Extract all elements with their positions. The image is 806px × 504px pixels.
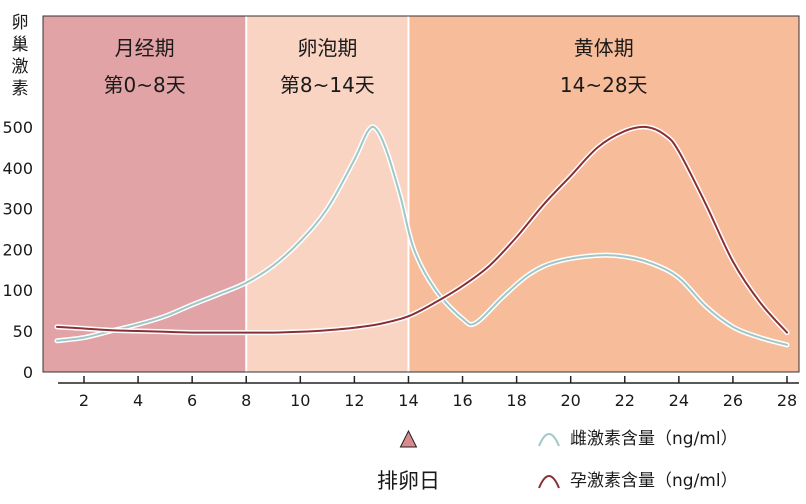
x-tick-label: 12	[344, 391, 364, 410]
phase-band-3	[408, 16, 799, 372]
y-tick-label: 400	[2, 159, 33, 178]
series-line-1	[56, 125, 788, 346]
x-tick-label: 26	[723, 391, 743, 410]
legend-swatch-1	[538, 433, 560, 447]
legend: 雌激素含量（ng/ml） 孕激素含量（ng/ml）	[538, 429, 738, 491]
y-axis-title-char: 素	[12, 79, 29, 99]
y-axis-title-text: 卵巢激素	[12, 13, 29, 99]
y-tick-label: 50	[13, 322, 33, 341]
x-tick-label: 8	[241, 391, 251, 410]
phase-title: 卵泡期	[297, 36, 357, 60]
legend-label-2: 孕激素含量（ng/ml）	[570, 471, 738, 491]
y-tick-label: 500	[2, 118, 33, 137]
y-axis-title-char: 巢	[12, 35, 29, 55]
ovulation-marker-group: 排卵日	[377, 429, 440, 493]
plot-frame	[42, 15, 800, 373]
x-tick-label: 28	[777, 391, 797, 410]
y-axis-ticks: 0 50 100 200 300 400 500	[2, 118, 33, 382]
x-tick-label: 16	[452, 391, 472, 410]
x-tick-label: 20	[561, 391, 581, 410]
phase-band-2	[246, 16, 409, 372]
phase-backgrounds	[42, 15, 800, 373]
y-axis-title: 卵巢激素	[12, 13, 29, 99]
phase-range-label: 第0~8天	[104, 73, 186, 97]
phase-title: 黄体期	[574, 36, 634, 60]
x-tick-label: 22	[615, 391, 635, 410]
x-tick-label: 24	[669, 391, 689, 410]
y-tick-label: 200	[2, 240, 33, 259]
x-tick-label: 2	[79, 391, 89, 410]
legend-swatch-2	[538, 475, 560, 489]
x-tick-label: 10	[290, 391, 310, 410]
y-tick-label: 100	[2, 281, 33, 300]
y-axis-title-char: 卵	[12, 13, 29, 33]
x-tick-label: 4	[133, 391, 143, 410]
phase-range-label: 14~28天	[560, 73, 648, 97]
ovulation-triangle-marker	[399, 429, 418, 448]
legend-label-1: 雌激素含量（ng/ml）	[570, 429, 738, 449]
x-tick-label: 14	[398, 391, 418, 410]
phase-title: 月经期	[115, 36, 175, 60]
y-axis-title-char: 激	[12, 57, 29, 77]
x-axis-ticks: 2 4 6 8 10 12 14 16 18 20 22 24 26 28	[58, 376, 799, 410]
ovulation-label: 排卵日	[377, 469, 440, 493]
x-tick-label: 6	[187, 391, 197, 410]
series-line-2	[56, 125, 788, 334]
y-tick-label: 0	[23, 363, 33, 382]
series-lines	[54, 124, 790, 348]
y-tick-label: 300	[2, 200, 33, 219]
phase-range-label: 第8~14天	[280, 73, 375, 97]
x-tick-label: 18	[506, 391, 526, 410]
phase-band-1	[43, 16, 247, 372]
